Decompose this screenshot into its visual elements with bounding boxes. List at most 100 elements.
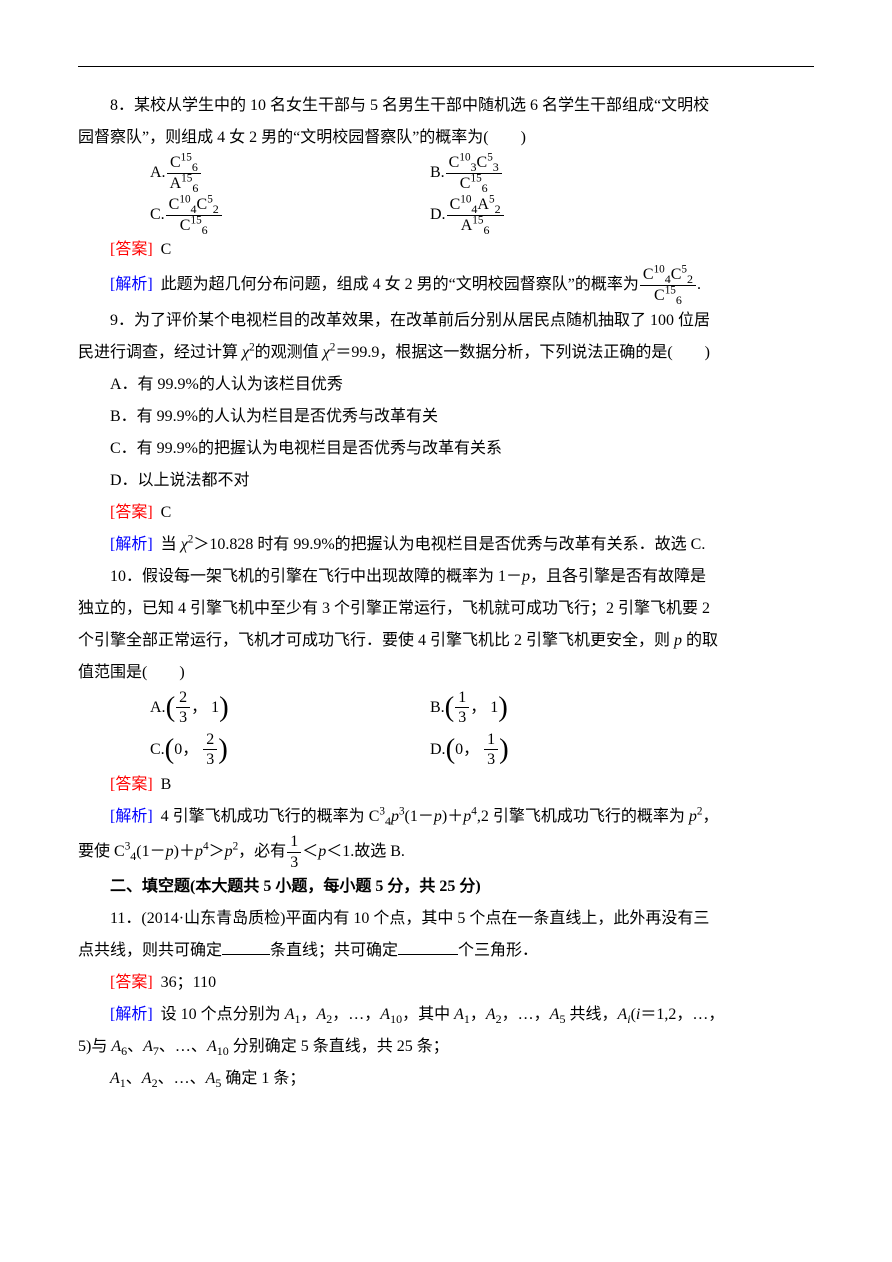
q10-option-b: B.(13， 1) [430,689,710,727]
q11-analysis-line3: A1、A2、…、A5 确定 1 条； [78,1063,814,1095]
text: 4 引擎飞机成功飞行的概率为 C34p3(1－p)＋p4,2 引擎飞机成功飞行的… [161,808,719,825]
var: A [486,1006,496,1023]
q10-stem-line2: 独立的，已知 4 引擎飞机中至少有 3 个引擎正常运行，飞机就可成功飞行；2 引… [78,593,814,625]
text: 点共线，则共可确定 [78,942,222,959]
sub: 1 [464,1012,470,1026]
analysis-label: [解析] [78,801,153,833]
var-p: p [522,568,530,585]
answer-value: C [161,241,172,258]
analysis-label: [解析] [78,269,153,301]
option-label: A. [150,164,166,181]
text: 要使 C34(1－p)＋p4＞p2，必有 [78,843,286,860]
var: A [110,1070,120,1087]
answer-value: 36；110 [161,974,216,991]
page: 8．某校从学生中的 10 名女生干部与 5 名男生干部中随机选 6 名学生干部组… [0,0,892,1262]
q11-analysis-line1: [解析] 设 10 个点分别为 A1，A2，…，A10，其中 A1，A2，…，A… [78,999,814,1031]
text: ，且各引擎是否有故障是 [530,568,706,585]
fraction: C104A52A156 [447,196,504,234]
answer-label: [答案] [78,234,153,266]
q9-option-d: D．以上说法都不对 [78,465,814,497]
blank-2 [398,938,458,955]
q8-analysis: [解析] 此题为超几何分布问题，组成 4 女 2 男的“文明校园督察队”的概率为… [78,266,814,304]
q9-answer: [答案] C [78,497,814,529]
sub: 10 [390,1012,402,1026]
q11-analysis-line2: 5)与 A6、A7、…、A10 分别确定 5 条直线，共 25 条； [78,1031,814,1063]
q8-options-row2: C.C104C52C156 D.C104A52A156 [150,196,814,234]
sub: 1 [120,1076,126,1090]
numerator: 1 [287,833,301,853]
answer-label: [答案] [78,967,153,999]
text: 分别确定 5 条直线，共 25 条； [229,1038,449,1055]
text: 条直线；共可确定 [270,942,398,959]
text: 个引擎全部正常运行，飞机才可成功飞行．要使 4 引擎飞机比 2 引擎飞机更安全，… [78,632,674,649]
fraction: C156A156 [167,154,202,192]
var: A [207,1038,217,1055]
q10-analysis-line1: [解析] 4 引擎飞机成功飞行的概率为 C34p3(1－p)＋p4,2 引擎飞机… [78,801,814,833]
answer-value: C [161,504,172,521]
var: A [143,1038,153,1055]
q10-options-row2: C.(0， 23) D.(0， 13) [150,731,814,769]
numerator: C156 [167,154,202,174]
fraction: 13 [287,833,301,871]
q9-stem-line2: 民进行调查，经过计算 χ2的观测值 χ2＝99.9，根据这一数据分析，下列说法正… [78,337,814,369]
q8-option-d: D.C104A52A156 [430,196,710,234]
text: 5)与 [78,1038,111,1055]
var: A [380,1006,390,1023]
sub: 10 [217,1044,229,1058]
q8-stem-line2: 园督察队”，则组成 4 女 2 男的“文明校园督察队”的概率为( ) [78,122,814,154]
text: 的观测值 [255,344,323,361]
q9-analysis: [解析] 当 χ2＞10.828 时有 99.9%的把握认为电视栏目是否优秀与改… [78,529,814,561]
text: ，…， [332,1006,380,1023]
q8-options-row1: A.C156A156 B.C103C53C156 [150,154,814,192]
denominator: C156 [446,174,502,193]
fraction: C104C52C156 [640,266,696,304]
text: 共线， [565,1006,617,1023]
q10-option-d: D.(0， 13) [430,731,710,769]
var: A [206,1070,216,1087]
numerator: C104C52 [166,196,222,216]
option-label: A. [150,698,166,715]
numerator: C104C52 [640,266,696,286]
q10-stem-line1: 10．假设每一架飞机的引擎在飞行中出现故障的概率为 1－p，且各引擎是否有故障是 [78,561,814,593]
chi: χ [242,344,249,361]
option-label: B. [430,698,445,715]
var: A [617,1006,627,1023]
q8-stem-line1: 8．某校从学生中的 10 名女生干部与 5 名男生干部中随机选 6 名学生干部组… [78,90,814,122]
var: A [142,1070,152,1087]
option-label: D. [430,741,446,758]
q10-option-c: C.(0， 23) [150,731,430,769]
analysis-label: [解析] [78,999,153,1031]
option-label: C. [150,206,165,223]
option-label: D. [430,206,446,223]
analysis-text: 此题为超几何分布问题，组成 4 女 2 男的“文明校园督察队”的概率为 [161,276,639,293]
text: 的取 [682,632,718,649]
q10-stem-line3: 个引擎全部正常运行，飞机才可成功飞行．要使 4 引擎飞机比 2 引擎飞机更安全，… [78,625,814,657]
period: . [697,276,701,293]
q8-option-b: B.C103C53C156 [430,154,710,192]
text: ， [300,1006,316,1023]
q11-answer: [答案] 36；110 [78,967,814,999]
q8-option-c: C.C104C52C156 [150,196,430,234]
text: ＝1,2，…， [640,1006,724,1023]
text: ，其中 [402,1006,454,1023]
sub: 6 [121,1044,127,1058]
text: 、…、 [158,1070,206,1087]
text: 当 [161,536,181,553]
text: ，…， [502,1006,550,1023]
numerator: C103C53 [446,154,502,174]
q9-option-a: A．有 99.9%的人认为该栏目优秀 [78,369,814,401]
text: 确定 1 条； [221,1070,305,1087]
q8-answer: [答案] C [78,234,814,266]
header-rule [78,66,814,67]
q9-stem-line1: 9．为了评价某个电视栏目的改革效果，在改革前后分别从居民点随机抽取了 100 位… [78,305,814,337]
denominator: C156 [640,286,696,305]
denominator: A156 [167,174,202,193]
analysis-label: [解析] [78,529,153,561]
chi: χ [323,344,330,361]
q10-stem-line4: 值范围是( ) [78,657,814,689]
q10-answer: [答案] B [78,769,814,801]
var: A [111,1038,121,1055]
text: 、…、 [159,1038,207,1055]
text: 民进行调查，经过计算 [78,344,242,361]
answer-value: B [161,776,172,793]
